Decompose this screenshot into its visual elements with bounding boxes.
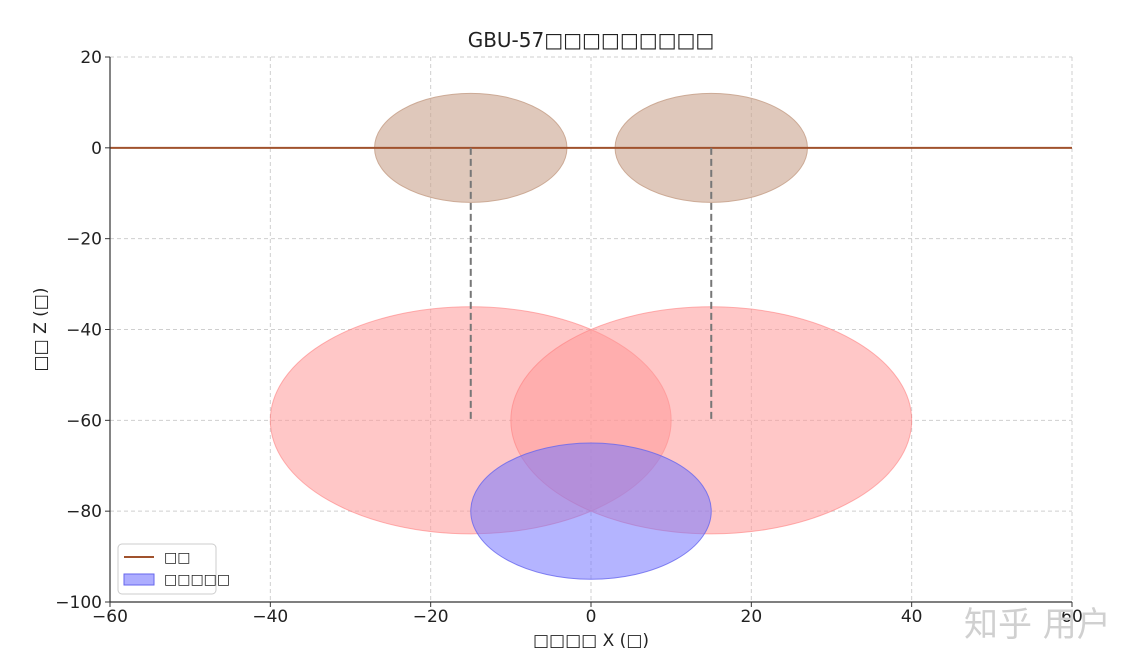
y-tick-label: −40 — [66, 321, 102, 341]
x-tick-label: 40 — [901, 607, 923, 627]
y-axis-label: □□ Z (□) — [31, 288, 51, 372]
x-tick-label: −60 — [92, 607, 128, 627]
axes — [105, 56, 1073, 607]
y-tick-label: −80 — [66, 502, 102, 522]
y-tick-label: 0 — [91, 139, 102, 159]
legend-ground-label: □□ — [164, 550, 190, 566]
y-tick-label: −60 — [66, 411, 102, 431]
y-tick-label: −20 — [66, 230, 102, 250]
target-zone-ellipse — [470, 442, 712, 580]
x-tick-label: 0 — [586, 607, 597, 627]
x-tick-label: 20 — [741, 607, 763, 627]
y-tick-label: 20 — [80, 48, 102, 68]
y-tick-label: −100 — [55, 593, 102, 613]
line-layer — [110, 146, 1072, 421]
x-tick-label: 60 — [1061, 607, 1083, 627]
x-tick-label: −40 — [252, 607, 288, 627]
chart-title: GBU-57□□□□□□□□□ — [468, 28, 715, 52]
legend-target-swatch — [123, 573, 155, 586]
ellipse-layer — [269, 92, 913, 580]
tick-labels: −60 −40 −20 0 20 40 60 −100 −80 −60 −40 −20 0 20 — [55, 48, 1083, 627]
watermark: 知乎 用户 — [964, 605, 1111, 645]
x-axis-label: □□□□ X (□) — [533, 631, 649, 651]
x-tick-label: −20 — [413, 607, 449, 627]
legend-target-label: □□□□□ — [164, 572, 230, 588]
legend: □□ □□□□□ — [117, 543, 230, 595]
